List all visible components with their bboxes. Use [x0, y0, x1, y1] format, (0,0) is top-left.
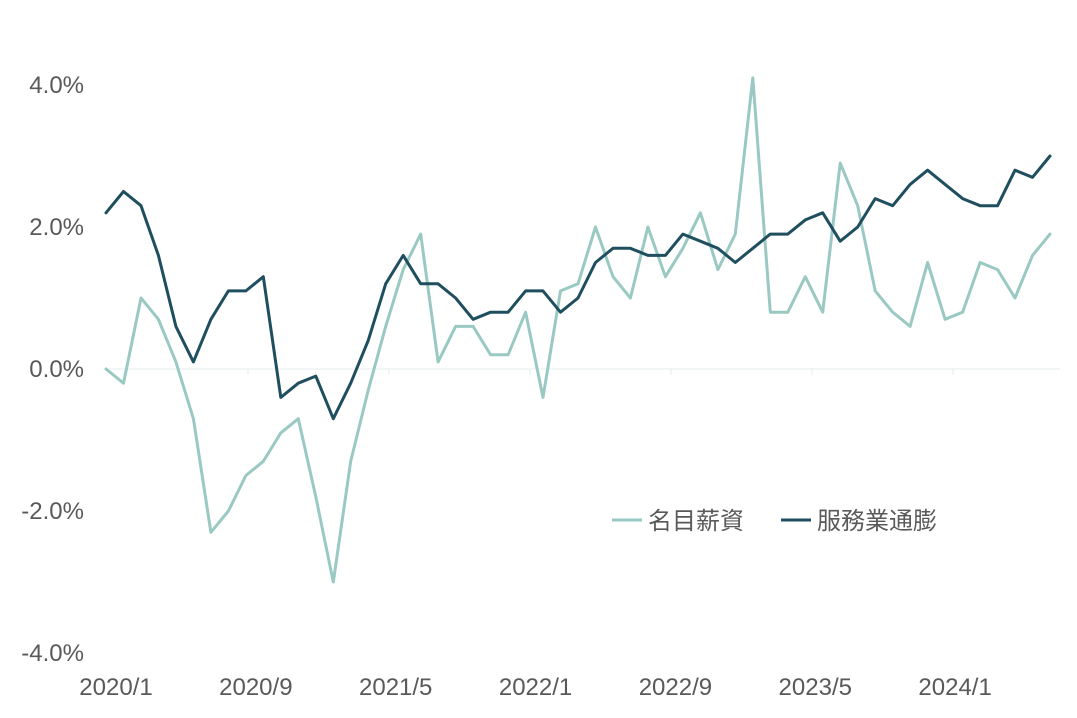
- y-axis-ticks: 4.0% 2.0% 0.0% -2.0% -4.0%: [21, 72, 84, 667]
- x-axis-ticks: 2020/1 2020/9 2021/5 2022/1 2022/9 2023/5 2024…: [79, 674, 992, 701]
- x-tick-label: 2024/1: [918, 674, 991, 701]
- legend: 名目薪資 服務業通膨: [612, 507, 937, 535]
- series-line-nominal-wage: [104, 76, 1052, 584]
- legend-label-nominal-wage: 名目薪資: [648, 507, 744, 535]
- y-tick-label: -2.0%: [21, 498, 84, 525]
- x-tick-label: 2022/9: [639, 674, 712, 701]
- y-tick-label: 2.0%: [29, 214, 84, 241]
- series-layer: [104, 76, 1052, 584]
- axis-layer: [106, 368, 1060, 375]
- x-tick-label: 2023/5: [779, 674, 852, 701]
- y-tick-label: 4.0%: [29, 72, 84, 99]
- y-tick-label: -4.0%: [21, 640, 84, 667]
- x-tick-label: 2022/1: [499, 674, 572, 701]
- legend-label-services-inflation: 服務業通膨: [817, 507, 937, 535]
- x-tick-label: 2020/1: [79, 674, 152, 701]
- x-tick-label: 2020/9: [219, 674, 292, 701]
- series-line-services-inflation: [104, 154, 1052, 421]
- x-tick-label: 2021/5: [359, 674, 432, 701]
- y-tick-label: 0.0%: [29, 356, 84, 383]
